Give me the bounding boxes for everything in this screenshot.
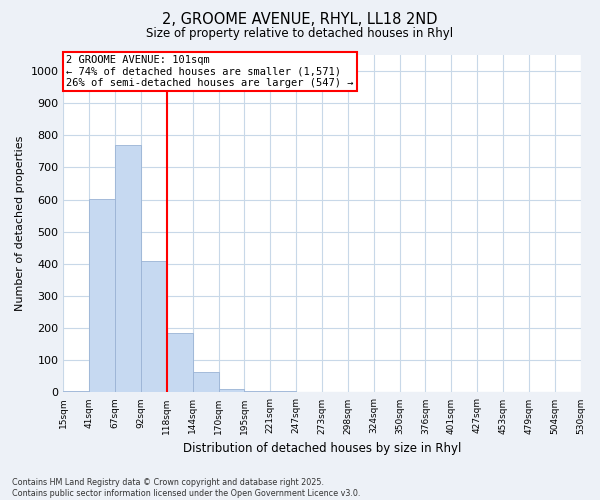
Bar	[193, 372, 218, 392]
Bar	[218, 389, 244, 392]
Bar	[141, 260, 167, 392]
Text: 2, GROOME AVENUE, RHYL, LL18 2ND: 2, GROOME AVENUE, RHYL, LL18 2ND	[162, 12, 438, 28]
Y-axis label: Number of detached properties: Number of detached properties	[15, 136, 25, 312]
Text: Contains HM Land Registry data © Crown copyright and database right 2025.
Contai: Contains HM Land Registry data © Crown c…	[12, 478, 361, 498]
X-axis label: Distribution of detached houses by size in Rhyl: Distribution of detached houses by size …	[183, 442, 461, 455]
Text: Size of property relative to detached houses in Rhyl: Size of property relative to detached ho…	[146, 28, 454, 40]
Bar	[89, 200, 115, 392]
Bar	[244, 391, 270, 392]
Bar	[115, 145, 141, 392]
Bar	[167, 333, 193, 392]
Text: 2 GROOME AVENUE: 101sqm
← 74% of detached houses are smaller (1,571)
26% of semi: 2 GROOME AVENUE: 101sqm ← 74% of detache…	[66, 55, 353, 88]
